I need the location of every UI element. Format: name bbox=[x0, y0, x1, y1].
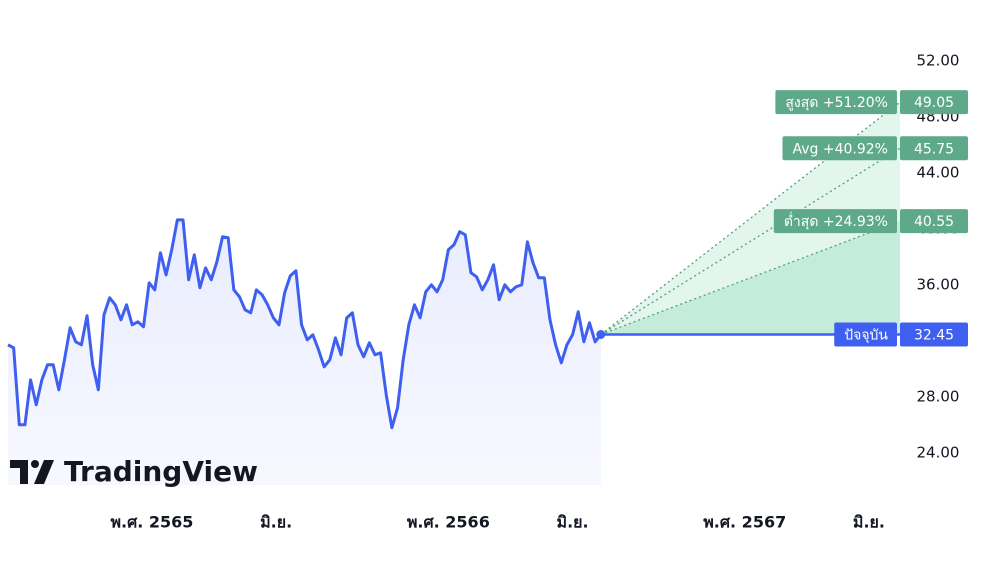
label-change: +24.93% bbox=[823, 214, 888, 230]
label-box bbox=[782, 136, 897, 161]
value-box bbox=[900, 322, 968, 347]
label-text: ต่ำสุด +24.93% bbox=[784, 212, 888, 230]
label-name: ปัจจุบัน bbox=[844, 328, 888, 344]
price-label: สูงสุด +51.20% 49.05 bbox=[775, 90, 968, 115]
price-label: ปัจจุบัน 32.45 bbox=[834, 322, 968, 347]
target-range-low bbox=[600, 221, 900, 335]
last-point bbox=[596, 330, 606, 339]
x-tick-label: พ.ศ. 2566 bbox=[407, 513, 490, 532]
price-label: ต่ำสุด +24.93% 40.55 bbox=[773, 209, 968, 234]
price-label: Avg +40.92% 45.75 bbox=[782, 136, 968, 161]
label-text: Avg +40.92% bbox=[792, 141, 888, 157]
y-tick-label: 28.00 bbox=[917, 387, 960, 405]
target-line bbox=[600, 220, 901, 336]
value-label: 32.45 bbox=[914, 328, 954, 344]
label-change: +40.92% bbox=[823, 141, 888, 157]
y-tick-label: 36.00 bbox=[917, 275, 960, 293]
value-label: 49.05 bbox=[914, 95, 954, 111]
price-area bbox=[8, 219, 601, 485]
value-label: 45.75 bbox=[914, 141, 954, 157]
y-tick-label: 52.00 bbox=[917, 51, 960, 69]
value-box bbox=[900, 136, 968, 161]
x-tick-label: มิ.ย. bbox=[260, 513, 292, 532]
watermark-text: TradingView bbox=[64, 455, 258, 488]
value-label: 40.55 bbox=[914, 214, 954, 230]
watermark: TradingView bbox=[10, 455, 258, 488]
y-tick-label: 44.00 bbox=[917, 163, 960, 181]
x-tick-label: มิ.ย. bbox=[853, 513, 885, 532]
x-tick-label: พ.ศ. 2567 bbox=[703, 513, 786, 532]
target-range bbox=[600, 102, 900, 335]
price-line bbox=[7, 218, 602, 430]
label-name: Avg bbox=[792, 141, 818, 157]
value-box bbox=[900, 90, 968, 115]
label-text: ปัจจุบัน bbox=[844, 328, 888, 344]
label-box bbox=[834, 322, 897, 347]
label-name: สูงสุด bbox=[785, 95, 818, 111]
y-tick-label: 24.00 bbox=[917, 443, 960, 461]
value-box bbox=[900, 209, 968, 234]
label-text: สูงสุด +51.20% bbox=[785, 95, 888, 111]
target-line bbox=[600, 147, 901, 336]
label-box bbox=[773, 209, 897, 234]
x-tick-label: พ.ศ. 2565 bbox=[110, 513, 193, 532]
label-name: ต่ำสุด bbox=[784, 212, 819, 230]
label-change: +51.20% bbox=[823, 95, 888, 111]
x-tick-label: มิ.ย. bbox=[557, 513, 589, 532]
label-box bbox=[775, 90, 897, 115]
